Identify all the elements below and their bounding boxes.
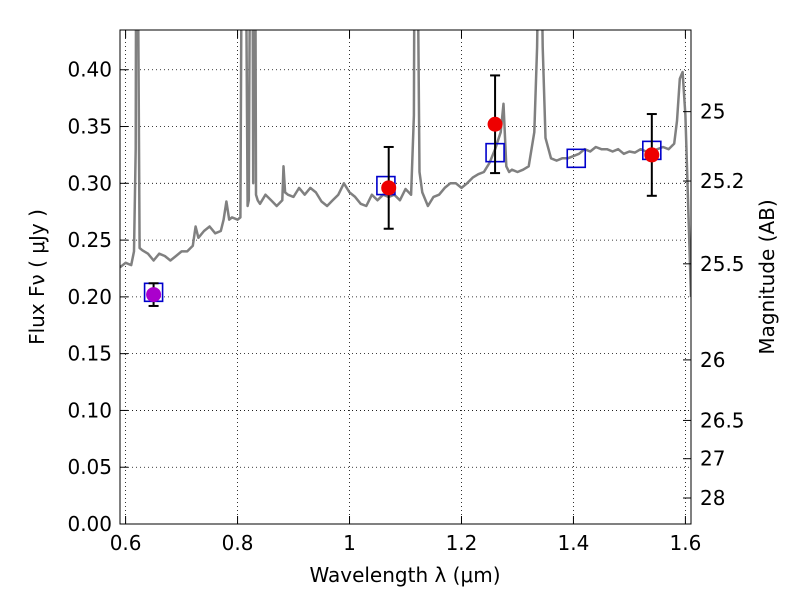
observed-point (487, 116, 503, 132)
observed-point (644, 147, 660, 163)
right-axis-title: Magnitude (AB) (755, 199, 779, 354)
model-point (566, 148, 587, 169)
right-tick-label: 25 (700, 100, 725, 124)
ticks-layer (120, 30, 691, 525)
x-tick-label: 1.4 (558, 531, 590, 555)
right-tick-label: 28 (700, 486, 725, 510)
x-tick-label: 0.6 (110, 531, 142, 555)
x-tick-label: 1.6 (669, 531, 701, 555)
right-tick-label: 26.5 (700, 408, 745, 432)
y-tick-label: 0.40 (67, 58, 112, 82)
y-tick-label: 0.00 (67, 512, 112, 536)
observed-point (381, 180, 397, 196)
x-axis-title: Wavelength λ (μm) (309, 563, 500, 587)
right-tick-label: 26 (700, 348, 725, 372)
x-tick-label: 1.2 (446, 531, 478, 555)
right-tick-label: 27 (700, 447, 725, 471)
y-tick-label: 0.10 (67, 398, 112, 422)
plot-frame (119, 29, 692, 525)
right-tick-label: 25.5 (700, 252, 745, 276)
y-tick-label: 0.25 (67, 228, 112, 252)
x-tick-label: 1 (343, 531, 356, 555)
y-tick-label: 0.20 (67, 285, 112, 309)
y-tick-label: 0.05 (67, 455, 112, 479)
y-tick-label: 0.30 (67, 171, 112, 195)
y-tick-label: 0.35 (67, 115, 112, 139)
tick-labels-layer: 0.6 0.8 1 1.2 1.4 1.6 0.00 0.05 0.10 0.15 0.20 0.25… (67, 58, 744, 555)
points-layer (143, 74, 662, 307)
y-axis-title: Flux Fν ( μJy ) (25, 209, 49, 345)
y-tick-label: 0.15 (67, 342, 112, 366)
right-tick-label: 25.2 (700, 169, 745, 193)
x-tick-label: 0.8 (222, 531, 254, 555)
observed-point (146, 287, 162, 303)
